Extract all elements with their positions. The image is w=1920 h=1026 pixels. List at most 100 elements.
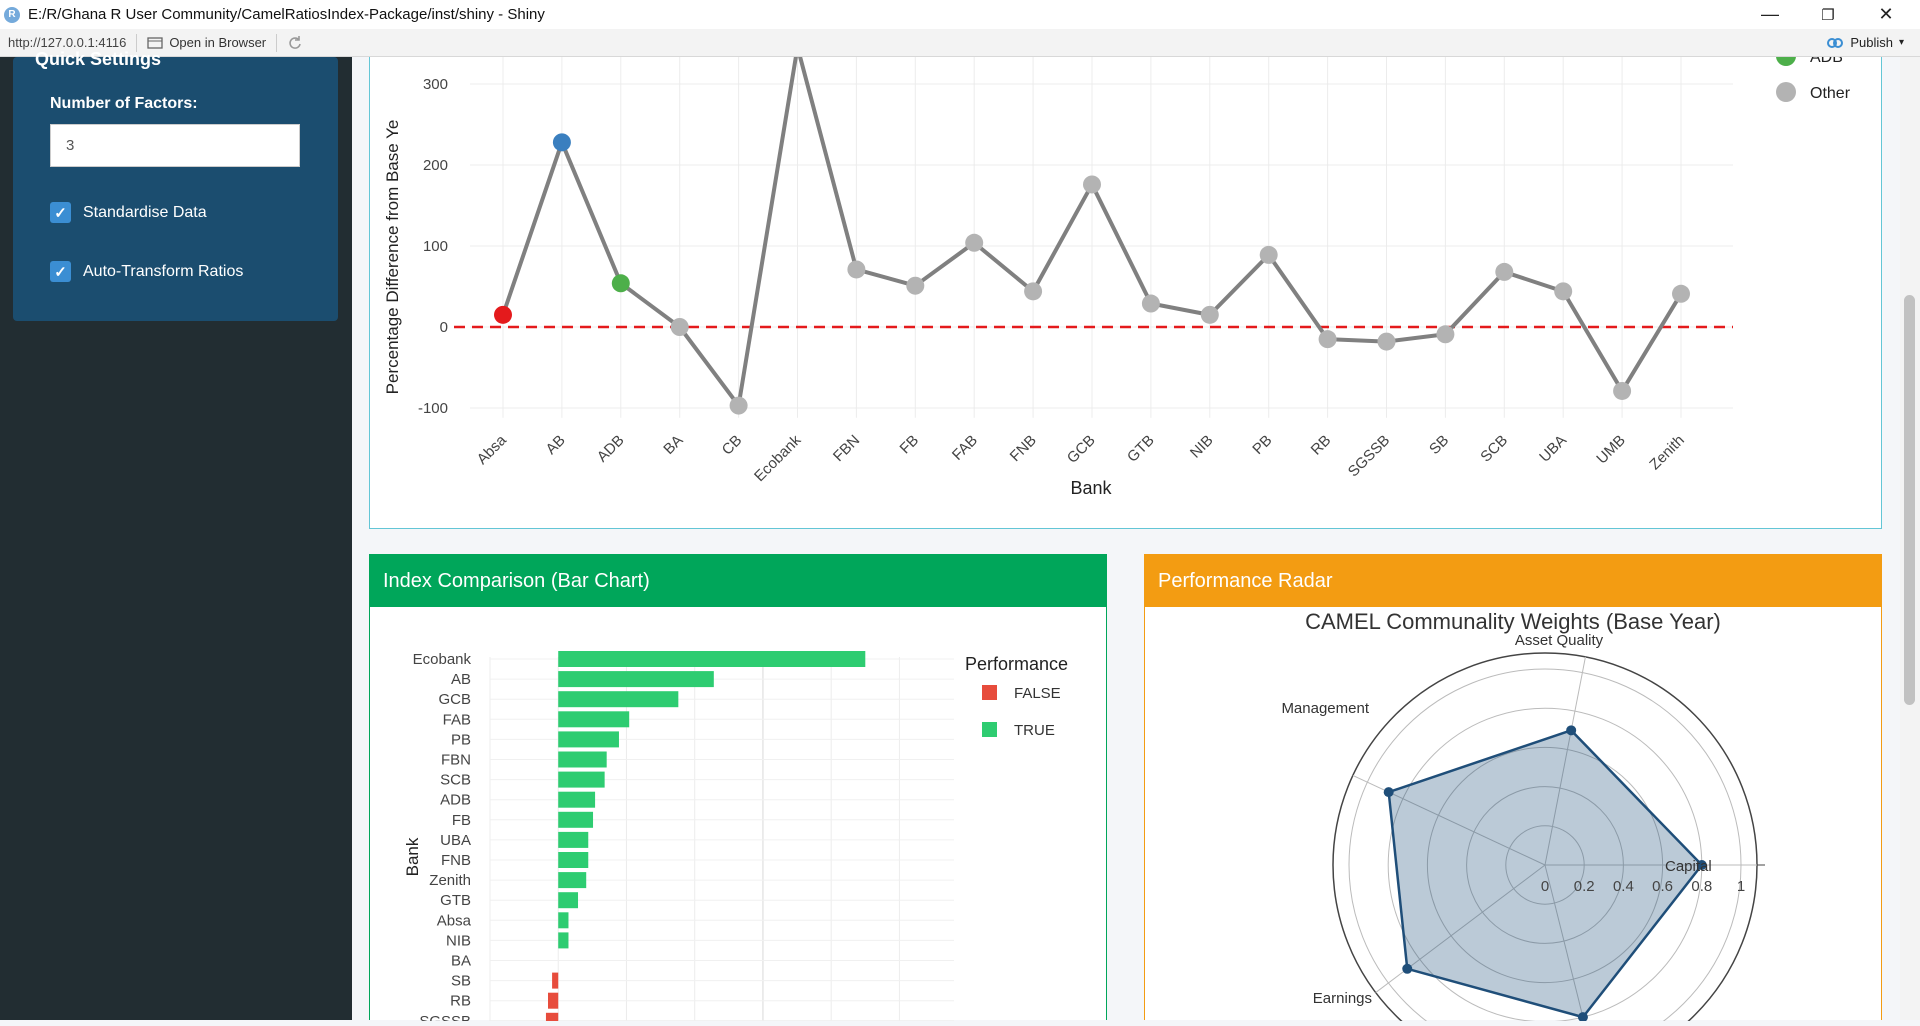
- y-axis-title: Percentage Difference from Base Ye: [383, 120, 402, 395]
- autotransform-label: Auto-Transform Ratios: [83, 262, 244, 280]
- y-tick-label: -100: [418, 400, 448, 417]
- page-scrollbar[interactable]: [1900, 57, 1920, 1020]
- x-tick-label: GTB: [1124, 432, 1158, 466]
- bar-nib: [558, 932, 569, 949]
- bar-rb: [548, 992, 559, 1009]
- autotransform-checkbox[interactable]: ✓ Auto-Transform Ratios: [50, 261, 243, 282]
- data-point-nib: [1200, 305, 1219, 324]
- close-button[interactable]: ✕: [1878, 4, 1894, 24]
- publish-button[interactable]: Publish ▾: [1826, 35, 1904, 50]
- standardise-checkbox[interactable]: ✓ Standardise Data: [50, 202, 207, 223]
- x-tick-label: SCB: [1477, 432, 1511, 466]
- legend-title: Performance: [965, 654, 1068, 674]
- y-tick-label: RB: [450, 993, 471, 1010]
- x-tick-label: Zenith: [1646, 432, 1688, 474]
- bar-fab: [558, 711, 630, 728]
- data-point-umb: [1613, 381, 1632, 400]
- bar-sb: [552, 972, 559, 989]
- legend-marker-other: [1776, 82, 1796, 102]
- legend-label-true: TRUE: [1014, 722, 1055, 739]
- window-title: E:/R/Ghana R User Community/CamelRatiosI…: [28, 6, 545, 23]
- x-tick-label: AB: [543, 432, 569, 458]
- data-point-cb: [729, 396, 748, 415]
- refresh-icon[interactable]: [287, 35, 303, 51]
- legend-label-other: Other: [1810, 85, 1851, 102]
- rstudio-app-icon: R: [4, 6, 20, 23]
- publish-label: Publish: [1850, 35, 1893, 50]
- quick-settings-box: Quick Settings Number of Factors: 3 ✓ St…: [13, 49, 338, 321]
- y-tick-label: NIB: [446, 932, 471, 949]
- x-tick-label: UBA: [1536, 432, 1570, 466]
- quick-settings-title: Quick Settings: [35, 49, 162, 69]
- x-tick-label: FNB: [1007, 432, 1040, 465]
- radar-point-earnings: [1402, 963, 1413, 974]
- url-text[interactable]: http://127.0.0.1:4116: [8, 35, 127, 50]
- radar-axis-label: Capital: [1665, 858, 1712, 875]
- radar-axis-label: Earnings: [1313, 990, 1372, 1007]
- x-tick-label: RB: [1308, 432, 1335, 459]
- window-titlebar: R E:/R/Ghana R User Community/CamelRatio…: [0, 0, 1920, 29]
- radar-area: [1387, 728, 1704, 1019]
- legend-swatch-true: [982, 722, 997, 737]
- viewer-toolbar: http://127.0.0.1:4116 Open in Browser Pu…: [0, 29, 1920, 57]
- radar-spoke: [1544, 656, 1586, 866]
- x-tick-label: FBN: [830, 432, 863, 465]
- x-tick-label: FB: [897, 432, 923, 458]
- radar-point-management: [1383, 787, 1394, 798]
- data-point-uba: [1554, 282, 1573, 301]
- y-tick-label: 100: [423, 238, 448, 255]
- x-tick-label: Ecobank: [751, 431, 805, 485]
- radial-tick: 0.2: [1574, 878, 1595, 895]
- factors-input[interactable]: 3: [50, 124, 300, 167]
- standardise-label: Standardise Data: [83, 203, 207, 221]
- x-tick-label: Absa: [474, 431, 511, 468]
- legend-label-false: FALSE: [1014, 685, 1061, 702]
- data-point-sb: [1436, 325, 1455, 344]
- data-point-gcb: [1083, 175, 1101, 194]
- bar-fbn: [558, 751, 607, 768]
- bar-uba: [558, 831, 589, 848]
- radar-spoke: [1544, 864, 1586, 1026]
- index-comparison-title: Index Comparison (Bar Chart): [370, 555, 1106, 607]
- bar-absa: [558, 912, 569, 929]
- x-tick-label: SB: [1426, 432, 1452, 458]
- data-point-absa: [494, 305, 512, 324]
- check-icon[interactable]: ✓: [50, 202, 71, 223]
- x-tick-label: CB: [719, 432, 746, 459]
- bar-scb: [558, 771, 605, 788]
- camel-radar-chart[interactable]: CAMEL Communality Weights (Base Year) 0 0.…: [1145, 607, 1881, 1026]
- data-point-pb: [1259, 245, 1278, 264]
- restore-button[interactable]: ❐: [1821, 6, 1835, 24]
- y-axis-title: Bank: [403, 837, 422, 876]
- y-tick-label: SCB: [440, 772, 471, 789]
- open-browser-button[interactable]: Open in Browser: [147, 35, 266, 50]
- trend-chart-box: 300 200 100 0 -100 Absa AB ADB BA CB Ecobank FBN FB F…: [369, 45, 1883, 529]
- data-point-zenith: [1672, 284, 1690, 303]
- bar-fnb: [558, 852, 589, 868]
- x-tick-label: UMB: [1593, 432, 1629, 468]
- data-point-sgssb: [1377, 332, 1396, 351]
- minimize-button[interactable]: —: [1761, 4, 1779, 24]
- bar-adb: [558, 791, 596, 808]
- x-tick-label: ADB: [594, 432, 628, 466]
- y-tick-label: UBA: [440, 832, 471, 849]
- scrollbar-thumb[interactable]: [1904, 295, 1915, 705]
- y-tick-label: PB: [451, 731, 471, 748]
- bar-pb: [558, 731, 619, 748]
- data-point-scb: [1495, 262, 1514, 281]
- y-tick-label: FNB: [441, 852, 471, 869]
- toolbar-divider: [136, 33, 138, 52]
- radial-tick: 0: [1541, 878, 1549, 895]
- browser-icon: [147, 36, 163, 49]
- chevron-down-icon[interactable]: ▾: [1898, 37, 1904, 48]
- index-bar-chart[interactable]: Ecobank AB GCB FAB PB FBN SCB ADB FB UBA FNB Zenith…: [370, 607, 1106, 1026]
- y-tick-label: ADB: [440, 792, 471, 809]
- factors-label: Number of Factors:: [50, 95, 198, 112]
- y-tick-label: FAB: [443, 711, 471, 728]
- y-tick-label: 0: [440, 319, 448, 336]
- percentage-difference-line-chart[interactable]: 300 200 100 0 -100 Absa AB ADB BA CB Ecobank FBN FB F…: [370, 45, 1883, 529]
- performance-radar-panel: Performance Radar CAMEL Communality Weig…: [1144, 554, 1882, 1026]
- check-icon[interactable]: ✓: [50, 261, 71, 282]
- x-tick-label: PB: [1249, 432, 1275, 458]
- y-tick-label: FBN: [441, 752, 471, 769]
